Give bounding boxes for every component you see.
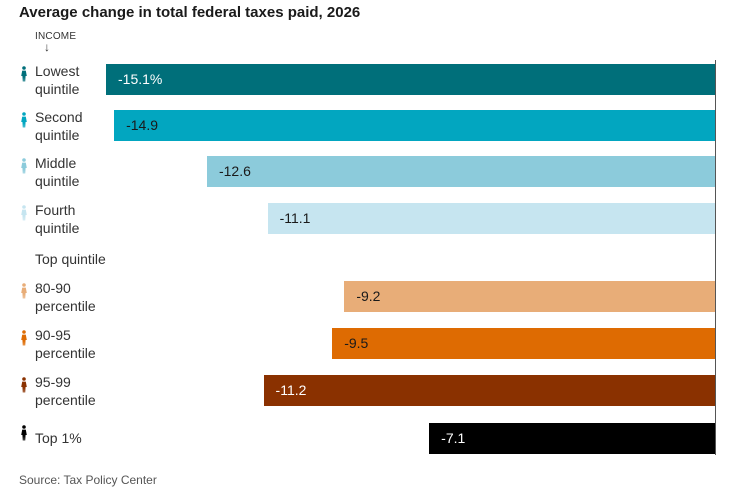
person-icon [20, 66, 28, 87]
bar-value-label: -9.2 [356, 288, 381, 304]
zero-baseline [715, 60, 716, 455]
category-label-line1: Middle [35, 155, 77, 171]
chart-title: Average change in total federal taxes pa… [19, 4, 361, 21]
category-label: 95-99 percentile [35, 373, 96, 409]
category-label-line2: quintile [35, 127, 80, 143]
category-label-line1: Top 1% [35, 430, 82, 446]
category-label-line1: Second [35, 109, 83, 125]
bar [429, 423, 716, 454]
bar [267, 203, 716, 234]
category-label: 80-90 percentile [35, 279, 96, 315]
category-label-line2: percentile [35, 298, 96, 314]
category-label-line2: quintile [35, 220, 80, 236]
top-quintile-section-label: Top quintile [35, 251, 106, 267]
bar-value-label: -11.1 [279, 210, 311, 226]
bar-value-label: -12.6 [218, 163, 251, 179]
bar [106, 64, 716, 95]
person-icon [20, 425, 28, 446]
bar-value-label: -15.1% [118, 71, 163, 87]
bar-value-label: -9.5 [344, 335, 369, 351]
category-label: Middle quintile [35, 154, 79, 190]
person-icon [20, 158, 28, 179]
source-note: Source: Tax Policy Center [19, 473, 157, 487]
person-icon [20, 330, 28, 351]
category-label-line1: Fourth [35, 202, 76, 218]
person-icon [20, 112, 28, 133]
category-label: 90-95 percentile [35, 326, 96, 362]
category-label: Top 1% [35, 429, 82, 447]
income-header: INCOME [35, 31, 77, 42]
bar [344, 281, 716, 312]
category-label: Lowest quintile [35, 62, 79, 98]
income-arrow: ↓ [44, 40, 50, 54]
category-label-line2: quintile [35, 81, 80, 97]
person-icon [20, 205, 28, 226]
bar-value-label: -7.1 [441, 430, 466, 446]
category-label: Second quintile [35, 108, 82, 144]
category-label-line1: Lowest [35, 63, 80, 79]
bar [114, 110, 716, 141]
category-label: Fourth quintile [35, 201, 79, 237]
bar-value-label: -14.9 [126, 117, 158, 133]
category-label-line2: percentile [35, 345, 96, 361]
category-label-line1: 80-90 [35, 280, 71, 296]
bar [206, 156, 716, 187]
category-label-line2: percentile [35, 392, 96, 408]
person-icon [20, 377, 28, 398]
category-label-line2: quintile [35, 173, 80, 189]
person-icon [20, 283, 28, 304]
category-label-line1: 90-95 [35, 327, 71, 343]
bar [332, 328, 716, 359]
bar [263, 375, 716, 406]
category-label-line1: 95-99 [35, 374, 71, 390]
bar-value-label: -11.2 [275, 382, 307, 398]
